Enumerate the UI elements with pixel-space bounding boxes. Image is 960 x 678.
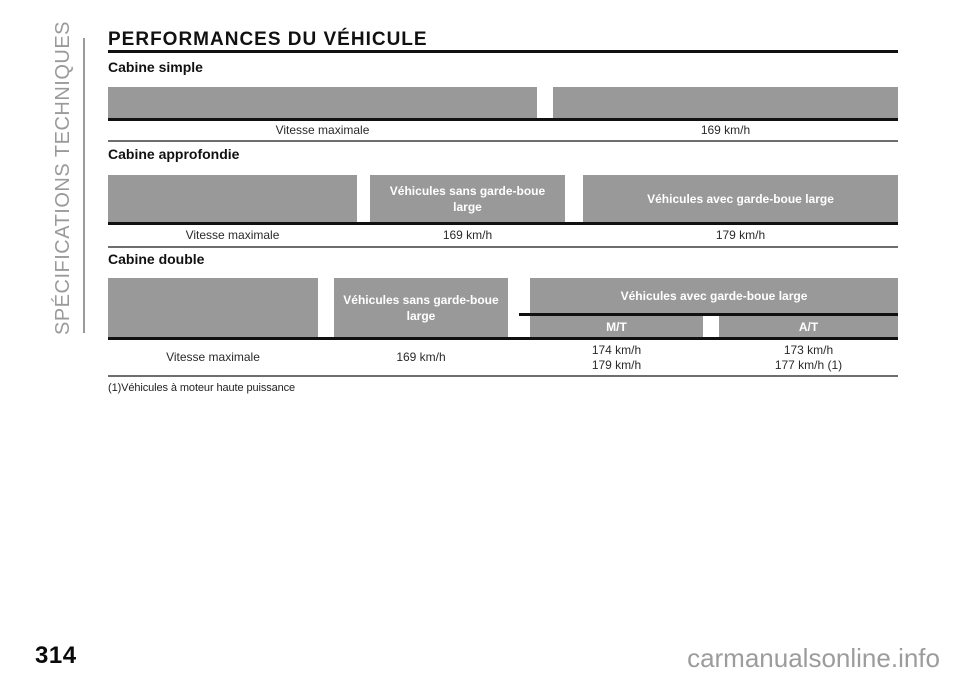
- header-cell-at: A/T: [719, 316, 898, 337]
- title-rule: [108, 50, 898, 53]
- header-rule: [108, 222, 898, 225]
- header-cell-mt: M/T: [530, 316, 703, 337]
- sidebar-rule: [83, 38, 85, 333]
- page-title: PERFORMANCES DU VÉHICULE: [108, 29, 428, 50]
- value-line: 177 km/h (1): [774, 357, 843, 372]
- group-divider-rule: [519, 313, 898, 316]
- group-header-cell: Véhicules avec garde-boue large: [530, 278, 898, 313]
- table-cabine-simple: Vitesse maximale 169 km/h: [108, 87, 898, 142]
- sidebar-chapter-label: SPÉCIFICATIONS TECHNIQUES: [52, 20, 74, 335]
- header-rule: [108, 118, 898, 121]
- header-rule: [108, 337, 898, 340]
- table-bottom-rule: [108, 375, 898, 377]
- row-label: Vitesse maximale: [185, 228, 280, 242]
- transmission-subheader-row: M/T A/T: [530, 316, 898, 337]
- table-header-row: Véhicules sans garde-boue large Véhicule…: [108, 175, 898, 222]
- table-cabine-double: Véhicules sans garde-boue large Véhicule…: [108, 278, 898, 377]
- table-cabine-approfondie: Véhicules sans garde-boue large Véhicule…: [108, 175, 898, 248]
- value-line: 173 km/h: [783, 342, 834, 357]
- section-heading-cabine-simple: Cabine simple: [108, 59, 203, 75]
- section-heading-cabine-approfondie: Cabine approfondie: [108, 146, 240, 162]
- header-cell-blank: [553, 87, 898, 118]
- header-group-avec-garde-boue: Véhicules avec garde-boue large M/T A/T: [519, 278, 898, 337]
- row-label: Vitesse maximale: [166, 350, 260, 364]
- transmission-values: 174 km/h 179 km/h 173 km/h 177 km/h (1): [530, 343, 898, 373]
- value-cell-at: 173 km/h 177 km/h (1): [719, 343, 898, 373]
- header-cell-sans-garde-boue: Véhicules sans garde-boue large: [334, 278, 508, 337]
- value-cell-sans: 169 km/h: [442, 228, 493, 242]
- footnote: (1)Véhicules à moteur haute puissance: [108, 382, 296, 394]
- section-heading-cabine-double: Cabine double: [108, 251, 205, 267]
- table-bottom-rule: [108, 140, 898, 142]
- column-gap: [703, 316, 719, 337]
- header-cell-blank: [108, 175, 357, 222]
- header-cell-blank: [108, 87, 537, 118]
- value-line: 174 km/h: [591, 342, 642, 357]
- page-number: 314: [35, 642, 77, 669]
- value-line: 179 km/h: [591, 357, 642, 372]
- header-cell-avec-garde-boue: Véhicules avec garde-boue large: [583, 175, 898, 222]
- header-cell-blank: [108, 278, 318, 337]
- column-gap: [508, 278, 530, 337]
- column-gap: [357, 175, 370, 222]
- header-cell-sans-garde-boue: Véhicules sans garde-boue large: [370, 175, 565, 222]
- column-gap: [537, 87, 553, 118]
- table-header-row: Véhicules sans garde-boue large Véhicule…: [108, 278, 898, 337]
- column-gap: [565, 175, 583, 222]
- value-cell-avec: 179 km/h: [715, 228, 766, 242]
- table-data-row: Vitesse maximale 169 km/h 174 km/h 179 k…: [108, 340, 898, 375]
- column-gap: [318, 278, 334, 337]
- table-header-row: [108, 87, 898, 118]
- value-cell-mt: 174 km/h 179 km/h: [530, 343, 703, 373]
- table-data-row: Vitesse maximale 169 km/h: [108, 121, 898, 140]
- value-cell-sans: 169 km/h: [396, 350, 446, 364]
- table-bottom-rule: [108, 246, 898, 248]
- table-data-row: Vitesse maximale 169 km/h 179 km/h: [108, 225, 898, 246]
- row-label: Vitesse maximale: [275, 123, 370, 137]
- value-cell: 169 km/h: [700, 123, 751, 137]
- watermark: carmanualsonline.info: [687, 643, 940, 673]
